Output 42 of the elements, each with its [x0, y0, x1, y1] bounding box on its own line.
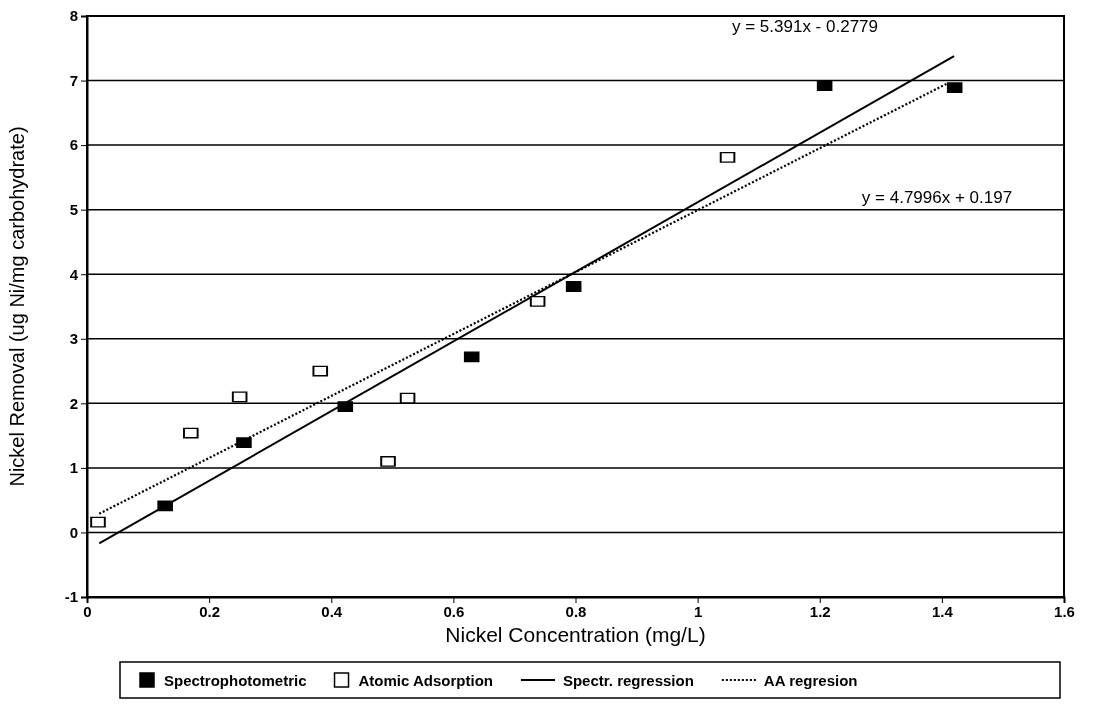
legend-label: Spectrophotometric — [164, 672, 307, 689]
point — [183, 427, 199, 439]
point — [380, 455, 396, 467]
x-tick-label: 0 — [83, 602, 92, 620]
annotation: y = 4.7996x + 0.197 — [861, 188, 1013, 207]
y-tick-label: 5 — [69, 200, 78, 218]
point — [947, 82, 963, 94]
x-axis-title: Nickel Concentration (mg/L) — [445, 623, 706, 646]
point — [157, 500, 173, 512]
point — [530, 295, 546, 307]
annotation: y = 5.391x - 0.2779 — [731, 17, 879, 36]
x-tick-label: 1 — [693, 602, 703, 620]
point — [236, 437, 252, 449]
y-tick-label: 7 — [69, 71, 78, 89]
y-tick-label: 1 — [69, 459, 78, 477]
point — [90, 516, 106, 528]
point — [337, 401, 353, 413]
y-tick-label: 3 — [69, 330, 78, 348]
y-tick-label: 0 — [69, 523, 78, 541]
point — [232, 391, 248, 403]
point — [399, 392, 416, 404]
x-tick-label: 0.2 — [199, 602, 221, 620]
legend-label: Atomic Adsorption — [358, 672, 493, 689]
legend-label: Spectr. regression — [562, 672, 694, 689]
y-tick-label: 4 — [69, 265, 79, 283]
x-tick-label: 1.4 — [931, 602, 954, 620]
point — [312, 365, 328, 377]
y-tick-label: 8 — [69, 7, 78, 25]
x-tick-label: 1.2 — [809, 602, 831, 620]
y-tick-label: -1 — [64, 588, 78, 606]
point — [464, 351, 480, 363]
y-tick-label: 2 — [69, 394, 78, 412]
y-tick-label: 6 — [69, 136, 78, 154]
point — [817, 80, 833, 92]
y-axis-title: Nickel Removal (ug Ni/mg carbohydrate) — [6, 126, 28, 487]
point — [566, 280, 582, 293]
x-tick-label: 0.4 — [321, 602, 343, 620]
x-tick-label: 0.6 — [443, 602, 465, 620]
x-tick-label: 0.8 — [565, 602, 587, 620]
point — [719, 151, 736, 163]
legend-label: AA regresion — [763, 672, 858, 689]
x-tick-label: 1.6 — [1054, 602, 1075, 620]
